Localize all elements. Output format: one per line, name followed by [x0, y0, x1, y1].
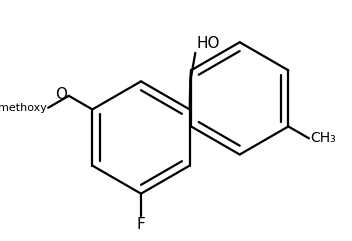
Text: F: F: [137, 217, 145, 233]
Text: HO: HO: [196, 36, 220, 51]
Text: O: O: [55, 87, 67, 102]
Text: CH₃: CH₃: [311, 131, 337, 145]
Text: methoxy: methoxy: [0, 103, 46, 113]
